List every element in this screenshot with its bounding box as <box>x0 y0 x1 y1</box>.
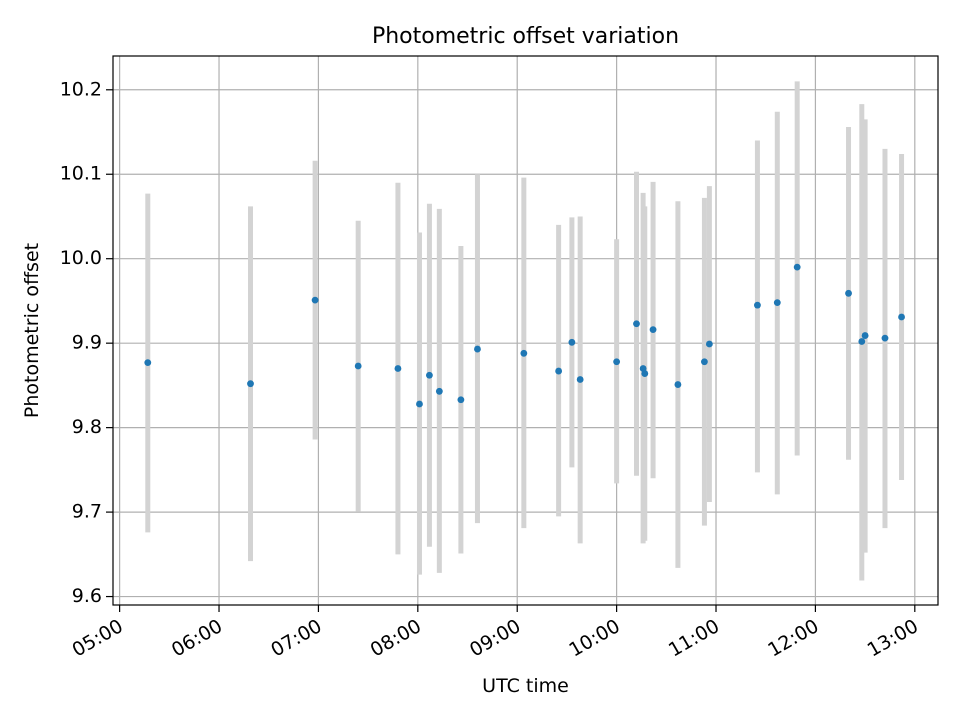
x-axis-label: UTC time <box>482 675 569 697</box>
data-point-layer <box>144 263 905 408</box>
data-point <box>845 289 852 297</box>
y-tick-label: 9.8 <box>72 416 102 438</box>
y-tick-label: 9.9 <box>72 332 102 354</box>
y-tick-label: 9.7 <box>72 501 102 523</box>
data-point <box>520 349 528 357</box>
data-point <box>457 396 465 404</box>
y-tick-label: 9.6 <box>72 585 102 607</box>
data-point <box>247 380 254 388</box>
data-point <box>674 381 682 388</box>
data-point <box>613 358 621 366</box>
data-point <box>701 358 708 366</box>
y-axis-label: Photometric offset <box>21 243 43 418</box>
data-point <box>426 371 433 379</box>
data-point <box>144 359 152 366</box>
data-point <box>649 326 657 334</box>
data-point <box>793 263 801 271</box>
plot-frame <box>112 55 939 606</box>
data-point <box>705 340 713 348</box>
y-tick-label: 10.2 <box>60 78 102 100</box>
y-tick-label: 10.1 <box>60 163 102 185</box>
data-point <box>474 345 481 353</box>
data-point <box>435 387 443 395</box>
data-point <box>754 301 761 309</box>
data-point <box>311 296 319 304</box>
data-point <box>568 338 576 346</box>
data-point <box>898 313 905 321</box>
data-point <box>416 400 423 408</box>
chart-title: Photometric offset variation <box>372 24 679 49</box>
data-point <box>576 376 584 383</box>
data-point <box>881 334 889 342</box>
data-point <box>354 362 362 370</box>
data-point <box>858 338 866 345</box>
data-point <box>641 370 649 377</box>
data-point <box>773 299 781 307</box>
data-point <box>555 367 563 375</box>
data-point <box>861 332 869 339</box>
data-point <box>633 320 640 328</box>
y-tick-label: 10.0 <box>60 247 102 269</box>
data-point <box>394 365 402 372</box>
